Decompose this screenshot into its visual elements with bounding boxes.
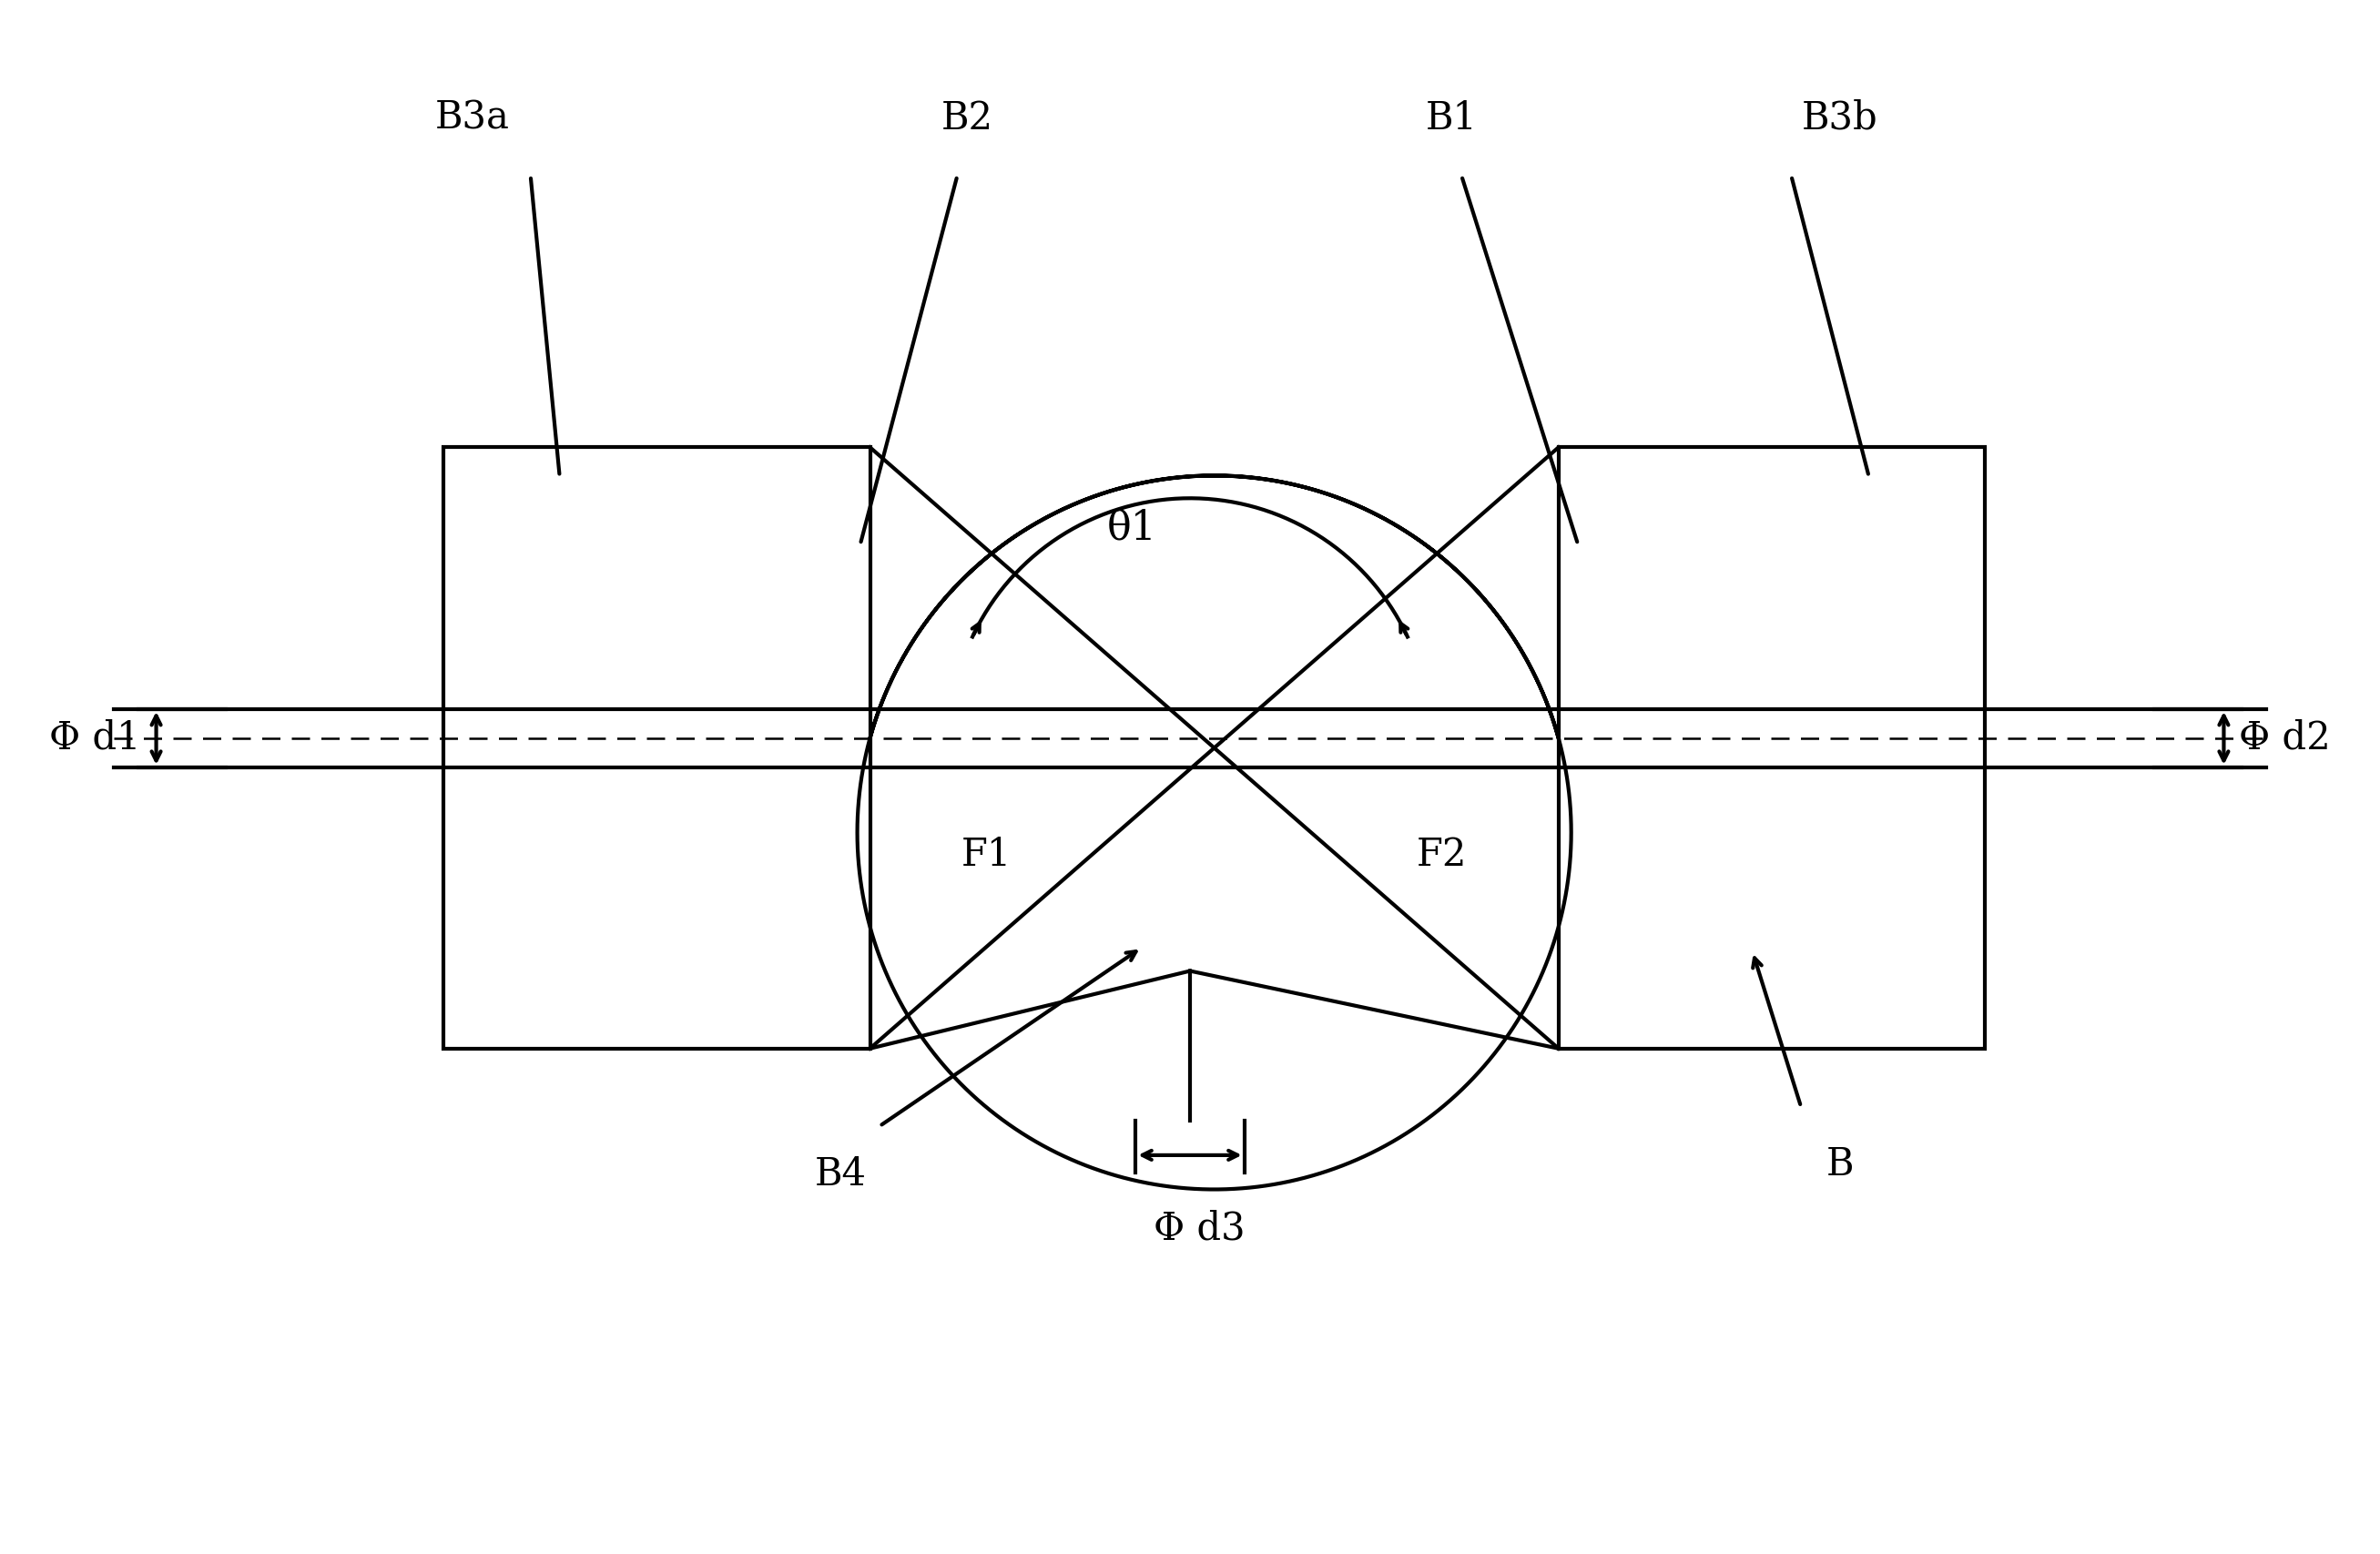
Text: B3b: B3b (1802, 99, 1878, 137)
Text: F1: F1 (962, 836, 1012, 873)
Text: F2: F2 (1416, 836, 1468, 873)
Text: Φ d1: Φ d1 (50, 720, 140, 757)
Bar (1559, 448, 1985, 1049)
Text: B2: B2 (940, 99, 992, 137)
Text: B: B (1825, 1145, 1854, 1184)
Text: B4: B4 (814, 1155, 866, 1193)
Text: B1: B1 (1426, 99, 1478, 137)
Text: Φ d3: Φ d3 (1154, 1209, 1245, 1248)
Text: θ1: θ1 (1107, 508, 1157, 549)
Text: B3a: B3a (436, 99, 509, 137)
Text: Φ d2: Φ d2 (2240, 720, 2330, 757)
Bar (443, 448, 871, 1049)
